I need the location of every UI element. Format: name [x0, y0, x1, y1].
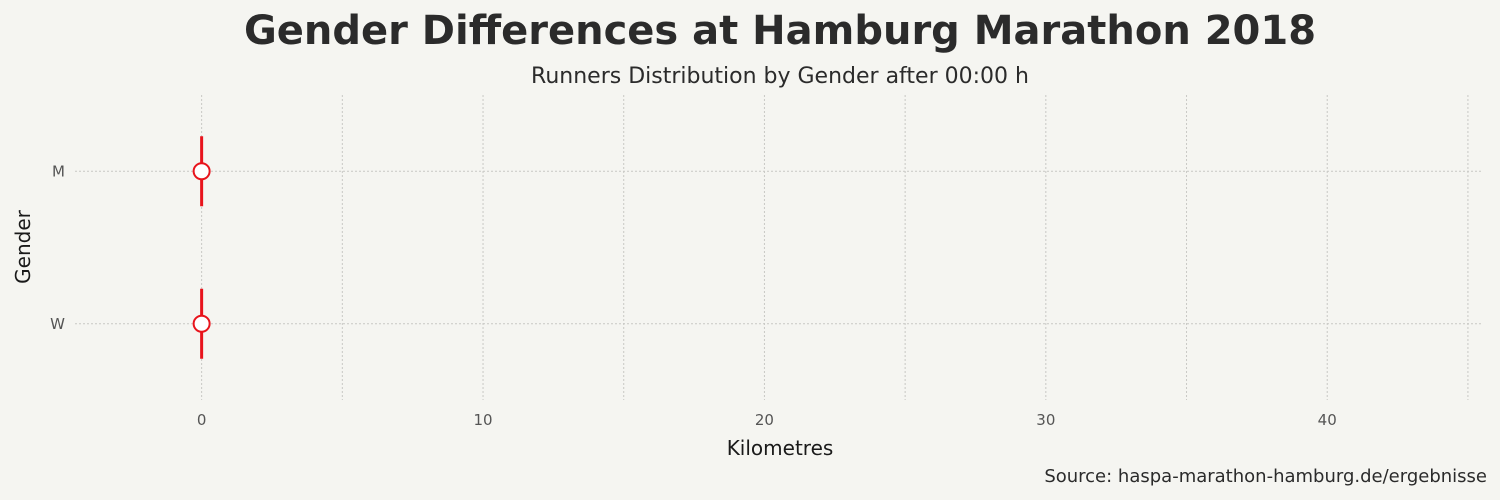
- x-tick-label: 30: [1036, 411, 1055, 429]
- x-tick-label: 20: [755, 411, 774, 429]
- y-axis-ticks: MW: [50, 162, 65, 333]
- data-marks: [192, 136, 211, 359]
- chart-subtitle: Runners Distribution by Gender after 00:…: [531, 64, 1029, 89]
- data-point: [192, 162, 211, 181]
- y-axis-title: Gender: [11, 209, 35, 283]
- data-point: [192, 314, 211, 333]
- x-axis-title: Kilometres: [727, 436, 834, 460]
- y-tick-label: W: [50, 315, 65, 333]
- x-tick-label: 10: [473, 411, 492, 429]
- chart-title: Gender Differences at Hamburg Marathon 2…: [244, 8, 1316, 54]
- y-tick-label: M: [52, 162, 65, 180]
- x-tick-label: 40: [1318, 411, 1337, 429]
- source-caption: Source: haspa-marathon-hamburg.de/ergebn…: [1044, 466, 1487, 487]
- x-tick-label: 0: [197, 411, 207, 429]
- x-axis-ticks: 0 10 20 30 40: [197, 411, 1337, 429]
- grid-lines: [75, 95, 1482, 400]
